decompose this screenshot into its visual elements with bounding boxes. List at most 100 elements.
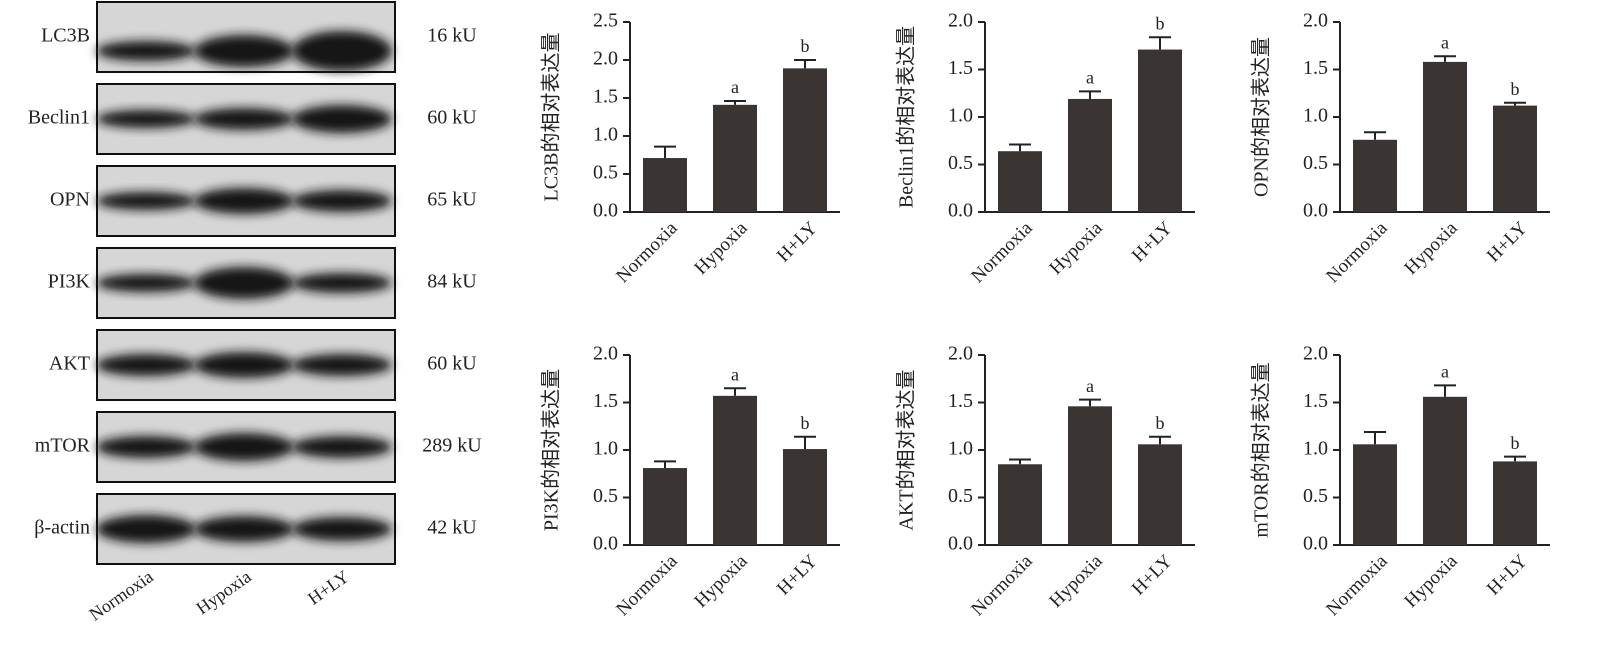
blot-band: [96, 515, 196, 543]
y-tick-label: 0.0: [593, 533, 618, 555]
bar: [1353, 139, 1397, 212]
protein-label: β-actin: [34, 517, 90, 539]
blot-band: [194, 516, 294, 542]
blot-band: [194, 188, 294, 214]
y-tick-label: 1.5: [593, 86, 618, 108]
bar: [643, 468, 687, 545]
size-label: 289 kU: [422, 435, 482, 457]
annotation: b: [1156, 13, 1165, 33]
blot-band: [194, 108, 294, 130]
annotation: b: [1511, 79, 1520, 99]
y-tick-label: 2.5: [593, 10, 618, 32]
bar: [783, 68, 827, 212]
x-tick-label: Hypoxia: [690, 217, 752, 279]
y-tick-label: 2.0: [1303, 10, 1328, 32]
bar: [1493, 105, 1537, 212]
lane-label: Hypoxia: [192, 566, 254, 618]
protein-label: OPN: [50, 189, 90, 211]
blot-band: [194, 267, 294, 299]
protein-label: Beclin1: [28, 107, 90, 129]
blot-band: [194, 35, 294, 67]
annotation: a: [1086, 376, 1094, 396]
annotation: b: [1156, 413, 1165, 433]
y-tick-label: 1.0: [1303, 438, 1328, 460]
protein-label: LC3B: [41, 25, 90, 47]
y-tick-label: 0.0: [1303, 200, 1328, 222]
x-tick-label: H+LY: [1483, 218, 1532, 267]
annotation: a: [731, 364, 739, 384]
bar: [1423, 396, 1467, 545]
y-tick-label: 0.5: [1303, 152, 1328, 174]
y-tick-label: 2.0: [1303, 343, 1328, 365]
blot-band: [96, 354, 196, 376]
annotation: a: [1086, 67, 1094, 87]
bar: [998, 151, 1042, 212]
size-label: 60 kU: [427, 353, 477, 375]
y-tick-label: 0.0: [1303, 533, 1328, 555]
y-axis-label: PI3K的相对表达量: [540, 369, 563, 531]
y-tick-label: 1.0: [1303, 105, 1328, 127]
blot-band: [292, 273, 392, 293]
y-tick-label: 1.0: [948, 438, 973, 460]
x-tick-label: Normoxia: [1322, 217, 1392, 287]
y-tick-label: 0.0: [948, 533, 973, 555]
y-axis-label: AKT的相对表达量: [895, 369, 918, 530]
y-tick-label: 1.5: [1303, 57, 1328, 79]
bar: [1353, 444, 1397, 545]
x-tick-label: H+LY: [1483, 551, 1532, 600]
size-label: 16 kU: [427, 25, 477, 47]
blot-band: [96, 41, 196, 61]
bar: [1423, 61, 1467, 213]
blot-band: [292, 105, 392, 133]
y-tick-label: 2.0: [948, 10, 973, 32]
y-tick-label: 1.0: [593, 438, 618, 460]
blot-band: [292, 190, 392, 212]
blot-band: [292, 31, 392, 71]
bar: [713, 395, 757, 545]
blot-band: [292, 436, 392, 458]
blot-band: [96, 274, 196, 292]
blot-band: [194, 433, 294, 461]
y-tick-label: 2.0: [593, 343, 618, 365]
protein-label: PI3K: [48, 271, 91, 293]
y-tick-label: 0.5: [948, 152, 973, 174]
x-tick-label: Hypoxia: [1045, 217, 1107, 279]
y-tick-label: 0.5: [948, 485, 973, 507]
annotation: a: [731, 77, 739, 97]
x-tick-label: Hypoxia: [1400, 217, 1462, 279]
blot-band: [96, 192, 196, 210]
bar: [783, 449, 827, 545]
lane-label: H+LY: [304, 566, 353, 608]
y-tick-label: 1.5: [1303, 390, 1328, 412]
bar: [1138, 444, 1182, 545]
y-tick-label: 2.0: [948, 343, 973, 365]
y-tick-label: 2.0: [593, 48, 618, 70]
protein-label: mTOR: [35, 435, 91, 457]
annotation: a: [1441, 362, 1449, 382]
size-label: 60 kU: [427, 107, 477, 129]
annotation: a: [1441, 32, 1449, 52]
y-tick-label: 0.5: [593, 485, 618, 507]
y-axis-label: OPN的相对表达量: [1250, 37, 1273, 197]
blot-band: [292, 354, 392, 376]
y-tick-label: 1.5: [593, 390, 618, 412]
blot-band: [292, 517, 392, 541]
y-tick-label: 0.0: [948, 200, 973, 222]
x-tick-label: Normoxia: [612, 217, 682, 287]
size-label: 84 kU: [427, 271, 477, 293]
x-tick-label: H+LY: [773, 218, 822, 267]
y-tick-label: 0.0: [593, 200, 618, 222]
size-label: 65 kU: [427, 189, 477, 211]
x-tick-label: Hypoxia: [1400, 550, 1462, 612]
annotation: b: [1511, 433, 1520, 453]
size-label: 42 kU: [427, 517, 477, 539]
x-tick-label: H+LY: [1128, 218, 1177, 267]
blot-band: [96, 110, 196, 128]
annotation: b: [801, 413, 810, 433]
x-tick-label: H+LY: [1128, 551, 1177, 600]
x-tick-label: Normoxia: [967, 217, 1037, 287]
bar: [998, 464, 1042, 545]
y-axis-label: LC3B的相对表达量: [540, 33, 563, 202]
y-tick-label: 1.5: [948, 390, 973, 412]
